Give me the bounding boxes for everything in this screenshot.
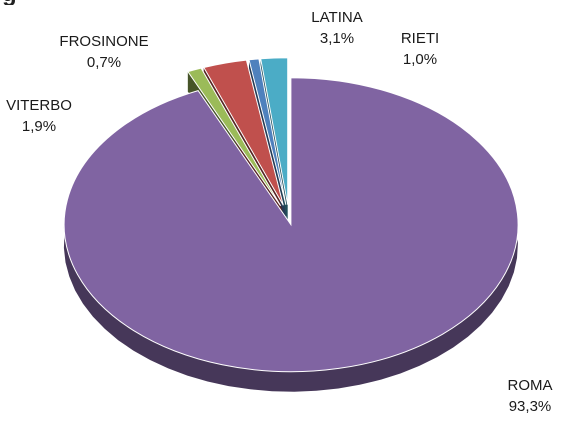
slice-value-viterbo: 1,9%: [22, 118, 56, 135]
slice-frosinone: [248, 58, 287, 205]
slice-latina: [203, 59, 284, 206]
slice-rieti: [187, 67, 282, 207]
pie-tops: [63, 57, 519, 373]
slice-label-rieti: RIETI: [401, 30, 439, 47]
slice-viterbo: [260, 57, 289, 205]
slice-label-viterbo: VITERBO: [6, 97, 72, 114]
slice-value-frosinone: 0,7%: [87, 54, 121, 71]
slice-label-latina: LATINA: [311, 9, 362, 26]
pie-labels: ROMA 93,3% RIETI 1,0% LATINA 3,1% FROSINONE 0,7…: [6, 9, 552, 415]
slice-value-latina: 3,1%: [320, 30, 354, 47]
chart-title-fragment: g: [0, 0, 80, 5]
slice-value-roma: 93,3%: [509, 398, 552, 415]
chart-title-fragment-text: g: [2, 0, 17, 5]
slice-label-frosinone: FROSINONE: [59, 33, 148, 50]
slice-value-rieti: 1,0%: [403, 51, 437, 68]
slice-roma: [63, 77, 519, 373]
slice-label-roma: ROMA: [508, 377, 553, 394]
